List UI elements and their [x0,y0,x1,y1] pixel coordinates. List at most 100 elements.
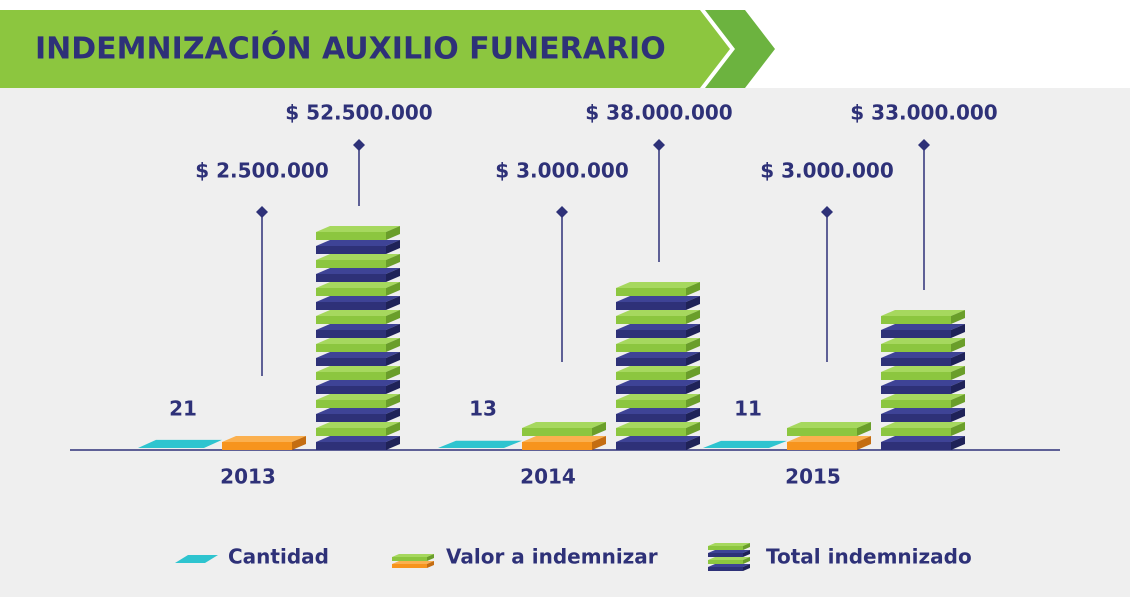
slab-side [686,380,700,394]
slab-top [616,436,700,442]
slab-top [316,422,400,428]
slab-front [787,442,857,450]
slab-front [316,302,386,310]
slab-front [708,553,743,557]
slab-front [881,372,951,380]
slab-front [616,414,686,422]
slab-side [386,408,400,422]
slab-top [316,366,400,372]
slab-top [616,324,700,330]
header-arrow [705,10,775,88]
slab-top [881,408,965,414]
slab-front [708,567,743,571]
slab-top [522,436,606,442]
bar [787,422,871,450]
pointer-diamond [918,139,930,151]
slab-side [427,561,434,568]
slab-top [616,352,700,358]
slab-top [316,338,400,344]
slab-top [316,268,400,274]
bar [522,422,606,450]
slab-side [386,380,400,394]
slab-side [857,422,871,436]
slab-front [616,442,686,450]
slab-front [616,344,686,352]
slab-front [316,428,386,436]
slab-front [881,344,951,352]
slab-top [616,394,700,400]
pointer-diamond [353,139,365,151]
slab-side [686,366,700,380]
slab-top [316,380,400,386]
slab-top [708,557,750,560]
slab-side [386,268,400,282]
slab-top [316,240,400,246]
value-label: $ 3.000.000 [760,159,894,183]
legend-label: Total indemnizado [766,545,972,569]
slab-front [616,358,686,366]
slab-side [386,422,400,436]
x-tick-label: 2013 [220,465,276,489]
slab-top [316,254,400,260]
slab-side [592,436,606,450]
slab-side [386,296,400,310]
slab-top [316,296,400,302]
slab-front [316,414,386,422]
slab-front [881,386,951,394]
pointer-diamond [556,206,568,218]
slab-side [686,394,700,408]
slab-side [686,282,700,296]
slab-front [222,442,292,450]
slab-top [392,554,434,557]
bar [222,436,306,450]
slab-top [316,310,400,316]
slab-side [386,352,400,366]
slab-side [951,422,965,436]
bar [616,282,700,450]
slab-front [392,564,427,568]
slab-top [616,338,700,344]
value-label: 13 [469,397,497,421]
slab-front [316,442,386,450]
slab-front [881,414,951,422]
slab-front [881,330,951,338]
slab-front [316,260,386,268]
bar [703,440,787,448]
slab-front [787,428,857,436]
slab-top [708,564,750,567]
slab-top [616,422,700,428]
slab-side [951,338,965,352]
slab-top [616,310,700,316]
slab-top [881,310,965,316]
slab-top [708,550,750,553]
slab-top [881,352,965,358]
pointer-diamond [821,206,833,218]
slab-side [686,310,700,324]
slab-side [386,366,400,380]
value-label: $ 2.500.000 [195,159,329,183]
slab-top [881,422,965,428]
slab-top [881,380,965,386]
slab-front [522,428,592,436]
slab-side [951,352,965,366]
slab-side [686,338,700,352]
legend-swatch [392,554,434,568]
slab-top [522,422,606,428]
slab-front [316,274,386,282]
slab-top [616,296,700,302]
x-tick-label: 2015 [785,465,841,489]
slab-top [881,366,965,372]
slab-side [386,282,400,296]
value-label: 21 [169,397,197,421]
value-label: $ 33.000.000 [850,101,997,125]
slab-front [316,232,386,240]
value-label: 11 [734,397,762,421]
slab-side [386,436,400,450]
slab-top [787,436,871,442]
slab-top [708,543,750,546]
legend-label: Valor a indemnizar [446,545,658,569]
slab-top [616,408,700,414]
slab-front [708,546,743,550]
slab-side [686,422,700,436]
